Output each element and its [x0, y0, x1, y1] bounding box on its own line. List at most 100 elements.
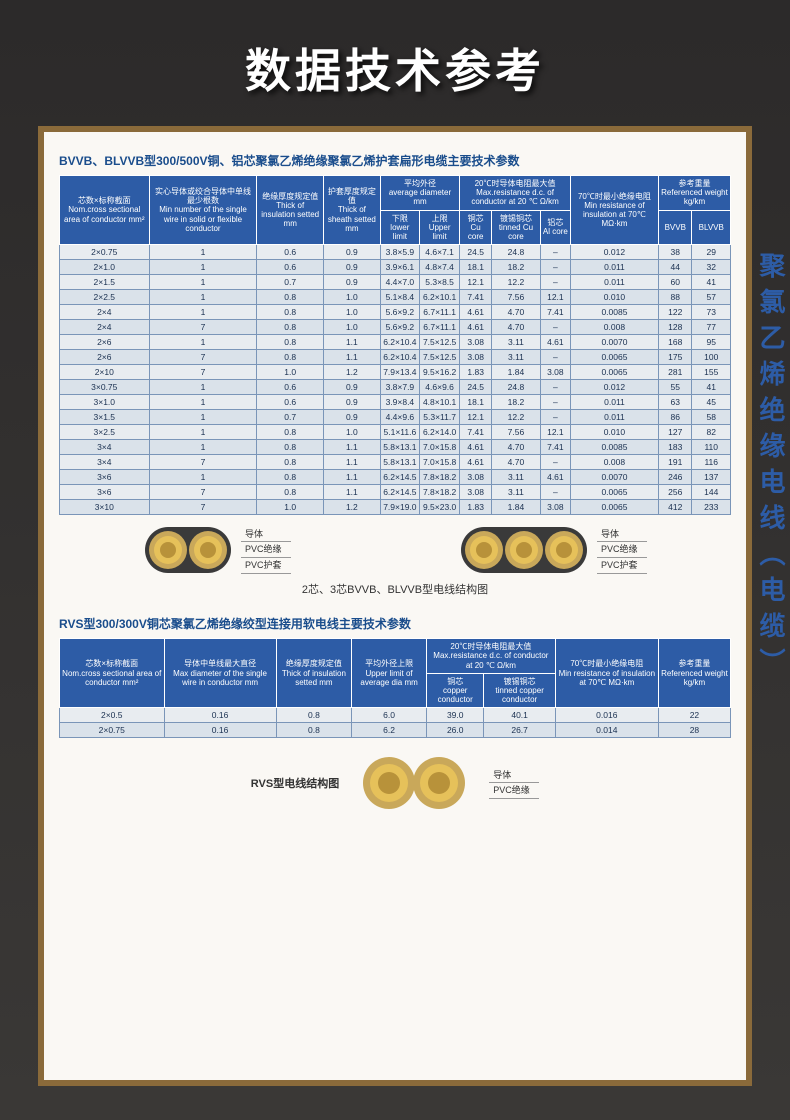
table-cell: 5.8×13.1 [380, 455, 419, 470]
diagram-label: PVC绝缘 [597, 542, 647, 558]
table-cell: 29 [692, 245, 731, 260]
table-cell: 0.011 [570, 395, 658, 410]
table-cell: 3.08 [460, 335, 492, 350]
table-cell: 2×6 [60, 335, 150, 350]
table-cell: 0.6 [257, 245, 324, 260]
table-cell: 412 [658, 500, 692, 515]
table-cell: 0.16 [164, 708, 276, 723]
diagram-label: PVC绝缘 [241, 542, 291, 558]
table-cell: – [540, 245, 570, 260]
table-cell: 7.56 [492, 290, 541, 305]
table-cell: 0.8 [257, 290, 324, 305]
table-cell: 4.61 [460, 305, 492, 320]
table-cell: 0.8 [257, 425, 324, 440]
table-cell: 7 [149, 350, 257, 365]
table-row: 3×410.81.15.8×13.17.0×15.84.614.707.410.… [60, 440, 731, 455]
table-cell: 0.8 [257, 440, 324, 455]
table-cell: 86 [658, 410, 692, 425]
table-cell: 3×10 [60, 500, 150, 515]
table-cell: 2×2.5 [60, 290, 150, 305]
table-cell: 1.1 [323, 335, 380, 350]
table-cell: 12.1 [540, 425, 570, 440]
table-cell: 0.8 [257, 470, 324, 485]
table-cell: 5.8×13.1 [380, 440, 419, 455]
table-cell: 1 [149, 425, 257, 440]
table-cell: 77 [692, 320, 731, 335]
table-cell: 1.2 [323, 365, 380, 380]
table-cell: 4.70 [492, 455, 541, 470]
table-cell: 4.61 [460, 320, 492, 335]
table-cell: 0.9 [323, 260, 380, 275]
table-cell: 18.2 [492, 395, 541, 410]
table-row: 2×470.81.05.6×9.26.7×11.14.614.70–0.0081… [60, 320, 731, 335]
table-cell: 4.61 [460, 440, 492, 455]
table-cell: 0.7 [257, 275, 324, 290]
t1-h-col6b: 镀锡铜芯tinned Cu core [492, 210, 541, 245]
table-cell: 3.08 [460, 485, 492, 500]
table-cell: 3×1.5 [60, 410, 150, 425]
table-row: 3×0.7510.60.93.8×7.94.6×9.624.524.8–0.01… [60, 380, 731, 395]
table-cell: 3.08 [460, 350, 492, 365]
table-cell: 2×0.75 [60, 245, 150, 260]
table-cell: 0.8 [257, 305, 324, 320]
table-cell: 5.3×8.5 [419, 275, 459, 290]
cable-diagram-row: 导体 PVC绝缘 PVC护套 导体 PVC绝缘 PVC护套 [59, 525, 731, 575]
table-row: 2×1.510.70.94.4×7.05.3×8.512.112.2–0.011… [60, 275, 731, 290]
table-cell: 73 [692, 305, 731, 320]
table-cell: 4.61 [540, 470, 570, 485]
table-cell: 0.8 [276, 708, 352, 723]
table-cell: 0.011 [570, 275, 658, 290]
table-cell: 6.2×10.4 [380, 335, 419, 350]
table-cell: 0.16 [164, 723, 276, 738]
diagram-label: PVC绝缘 [489, 783, 539, 799]
table-cell: 1.1 [323, 470, 380, 485]
table-row: 3×2.510.81.05.1×11.66.2×14.07.417.5612.1… [60, 425, 731, 440]
table-cell: 1.0 [323, 425, 380, 440]
table-cell: 5.1×8.4 [380, 290, 419, 305]
t2-h-col5: 20℃时导体电阻最大值Max.resistance d.c. of conduc… [427, 639, 556, 674]
table-cell: 58 [692, 410, 731, 425]
table-cell: 0.7 [257, 410, 324, 425]
table-cell: 6.0 [352, 708, 427, 723]
table-cell: 5.1×11.6 [380, 425, 419, 440]
table1-title: BVVB、BLVVB型300/500V铜、铝芯聚氯乙烯绝缘聚氯乙烯护套扁形电缆主… [59, 152, 731, 169]
table-cell: 0.0065 [570, 350, 658, 365]
table-cell: 3.8×5.9 [380, 245, 419, 260]
table-row: 2×670.81.16.2×10.47.5×12.53.083.11–0.006… [60, 350, 731, 365]
t1-h-col8a: BVVB [658, 210, 692, 245]
table-cell: 3.08 [460, 470, 492, 485]
table-cell: 0.008 [570, 455, 658, 470]
table-cell: 0.8 [257, 335, 324, 350]
table2-title: RVS型300/300V铜芯聚氯乙烯绝缘绞型连接用软电线主要技术参数 [59, 615, 731, 632]
table-row: 2×2.510.81.05.1×8.46.2×10.17.417.5612.10… [60, 290, 731, 305]
table-cell: 168 [658, 335, 692, 350]
table-cell: 95 [692, 335, 731, 350]
t2-h-col7: 参考重量Referenced weight kg/km [658, 639, 730, 708]
diagram2-caption: RVS型电线结构图 [251, 775, 339, 791]
table-cell: 3×2.5 [60, 425, 150, 440]
table-cell: 110 [692, 440, 731, 455]
diagram-label: 导体 [597, 527, 647, 543]
table-cell: 7.41 [540, 305, 570, 320]
table-cell: 12.1 [460, 275, 492, 290]
table-cell: 28 [658, 723, 730, 738]
diagram1-caption: 2芯、3芯BVVB、BLVVB型电线结构图 [59, 581, 731, 597]
table-cell: 1.2 [323, 500, 380, 515]
table-cell: 155 [692, 365, 731, 380]
t1-h-col8: 参考重量Referenced weight kg/km [658, 176, 730, 211]
table-cell: 0.010 [570, 425, 658, 440]
table-cell: 1 [149, 410, 257, 425]
table-cell: 41 [692, 380, 731, 395]
table-cell: 100 [692, 350, 731, 365]
diagram-label: PVC护套 [597, 558, 647, 574]
rvs-diagram: RVS型电线结构图 导体 PVC绝缘 [59, 753, 731, 813]
table-cell: 41 [692, 275, 731, 290]
table-cell: 32 [692, 260, 731, 275]
table-cell: 12.2 [492, 275, 541, 290]
table-row: 3×470.81.15.8×13.17.0×15.84.614.70–0.008… [60, 455, 731, 470]
table-cell: 3.11 [492, 335, 541, 350]
table-cell: – [540, 455, 570, 470]
table-cell: 5.6×9.2 [380, 305, 419, 320]
table-cell: 3.9×6.1 [380, 260, 419, 275]
table-cell: 40.1 [484, 708, 555, 723]
